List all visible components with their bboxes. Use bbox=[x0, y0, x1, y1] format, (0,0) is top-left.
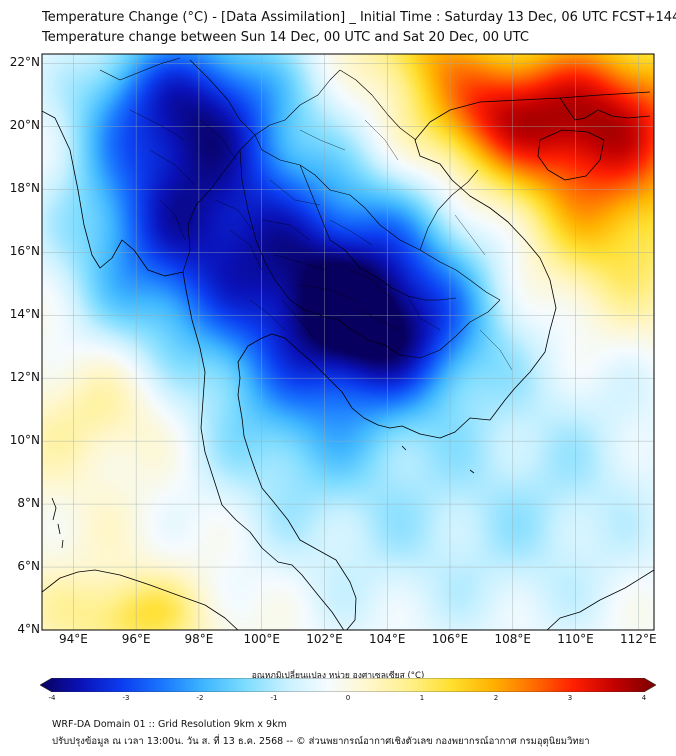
andaman-islands bbox=[51, 497, 64, 549]
longitude-label: 106°E bbox=[431, 632, 469, 646]
longitude-label: 96°E bbox=[121, 632, 151, 646]
colorbar-gradient bbox=[40, 678, 656, 692]
coastline-and-borders bbox=[42, 57, 654, 630]
mainland-coastline bbox=[42, 91, 651, 630]
temperature-change-map bbox=[41, 53, 655, 631]
colorbar-tick-label: 3 bbox=[567, 694, 573, 702]
longitude-label: 110°E bbox=[557, 632, 594, 646]
graticule bbox=[42, 54, 654, 630]
colorbar-title: อุณหภูมิเปลี่ยนแปลง หน่วย องศาเซลเซียส (… bbox=[251, 671, 425, 681]
latitude-label: 6°N bbox=[17, 559, 40, 574]
longitude-label: 94°E bbox=[58, 632, 88, 646]
colorbar-tick-label: 2 bbox=[493, 694, 499, 702]
latitude-label: 18°N bbox=[9, 181, 40, 196]
map-subtitle: Temperature change between Sun 14 Dec, 0… bbox=[42, 30, 529, 45]
country-borders bbox=[99, 57, 501, 359]
footer-model-info: WRF-DA Domain 01 :: Grid Resolution 9km … bbox=[52, 719, 287, 730]
colorbar-tick-label: 4 bbox=[641, 694, 647, 702]
longitude-label: 102°E bbox=[306, 632, 343, 646]
longitude-label: 112°E bbox=[620, 632, 657, 646]
plot-frame bbox=[41, 53, 655, 631]
latitude-label: 22°N bbox=[9, 55, 40, 70]
longitude-label: 98°E bbox=[184, 632, 214, 646]
footer-credits: ปรับปรุงข้อมูล ณ เวลา 13:00น. วัน ส. ที่… bbox=[52, 736, 590, 747]
latitude-label: 12°N bbox=[9, 370, 40, 385]
colorbar-tick-label: 0 bbox=[345, 694, 351, 702]
latitude-label: 10°N bbox=[9, 433, 40, 448]
colorbar-tick-label: -2 bbox=[196, 694, 204, 702]
hainan-island bbox=[537, 129, 605, 181]
latitude-label: 4°N bbox=[17, 622, 40, 636]
longitude-label: 104°E bbox=[368, 632, 406, 646]
map-title: Temperature Change (°C) - [Data Assimila… bbox=[42, 10, 676, 25]
latitude-label: 8°N bbox=[17, 496, 40, 511]
colorbar-tick-label: -3 bbox=[122, 694, 130, 702]
latitude-label: 14°N bbox=[9, 307, 40, 322]
colorbar-tick-label: -4 bbox=[48, 694, 56, 702]
longitude-label: 108°E bbox=[494, 632, 532, 646]
latitude-label: 16°N bbox=[9, 244, 40, 259]
temperature-field bbox=[42, 54, 654, 630]
colorbar bbox=[40, 678, 656, 692]
colorbar-tick-label: 1 bbox=[419, 694, 425, 702]
province-borders bbox=[129, 109, 513, 371]
colorbar-tick-label: -1 bbox=[270, 694, 278, 702]
sumatra-coast bbox=[42, 569, 239, 630]
longitude-label: 100°E bbox=[243, 632, 280, 646]
latitude-label: 20°N bbox=[9, 118, 40, 133]
